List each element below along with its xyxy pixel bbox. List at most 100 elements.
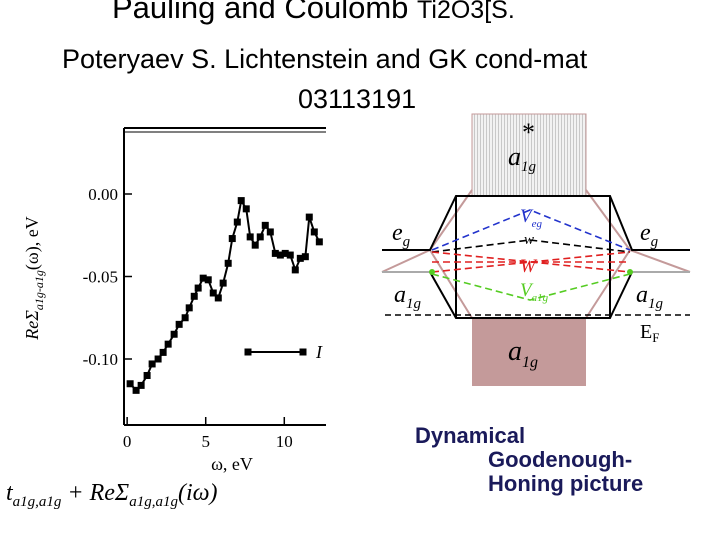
f-plus: + ReΣ <box>61 480 129 506</box>
y-label-sub: a1g-a1g <box>32 270 46 310</box>
marker <box>276 251 284 259</box>
sub: F <box>652 330 659 345</box>
caption-line: Dynamical <box>415 423 525 448</box>
base: e <box>640 220 651 246</box>
interactions <box>385 209 690 316</box>
node <box>429 269 435 275</box>
marker <box>256 233 264 241</box>
marker <box>237 197 245 205</box>
sub: a1g <box>532 292 549 304</box>
marker <box>296 254 304 262</box>
w-label: w <box>524 232 534 248</box>
chart: I <box>123 127 326 426</box>
a1g-left: a1g <box>394 282 422 312</box>
marker <box>204 276 212 284</box>
marker <box>291 266 299 274</box>
marker <box>159 348 167 356</box>
sup: * <box>522 118 535 147</box>
marker <box>185 304 193 312</box>
x-axis-label: ω, eV <box>211 454 253 474</box>
sub: 1g <box>521 159 537 175</box>
legend-marker <box>299 348 307 356</box>
y-tick-label: -0.05 <box>83 268 118 287</box>
base: V <box>520 280 534 301</box>
marker <box>143 372 151 379</box>
W-label: W <box>520 256 538 277</box>
reference: 03113191 <box>298 84 416 114</box>
marker <box>209 289 217 297</box>
base: a <box>636 282 648 308</box>
marker <box>228 235 236 243</box>
marker <box>137 381 145 389</box>
caption-line: Honing picture <box>488 471 643 496</box>
marker <box>305 213 313 221</box>
marker <box>175 320 183 328</box>
marker <box>310 228 318 236</box>
x-tick-label: 0 <box>123 432 132 451</box>
marker <box>194 284 202 292</box>
eg-left: eg <box>392 220 411 250</box>
base: a <box>508 336 522 367</box>
v-a1g: Va1g <box>520 280 549 304</box>
y-axis-label: ReΣa1g-a1g(ω), eV <box>22 216 46 341</box>
marker <box>190 292 198 300</box>
y-label-unit: (ω), eV <box>22 216 43 270</box>
marker <box>214 294 222 302</box>
marker <box>266 228 274 236</box>
node <box>627 269 633 275</box>
marker <box>132 386 140 394</box>
marker <box>148 360 156 368</box>
marker <box>181 314 189 322</box>
sub: 1g <box>522 354 538 371</box>
sub: 1g <box>648 296 664 312</box>
marker <box>224 259 232 267</box>
formula: ta1g,a1g + ReΣa1g,a1g(iω) <box>6 480 218 510</box>
axis-labels: ReΣa1g-a1g(ω), eV ω, eV 0.00 -0.05 -0.10 0 5… <box>22 185 293 474</box>
y-label-main: ReΣ <box>22 310 42 341</box>
legend-label: I <box>315 342 323 362</box>
marker <box>164 340 172 348</box>
marker <box>315 238 323 246</box>
title: Pauling and Coulomb Ti2O3[S. <box>112 0 515 25</box>
base: E <box>640 321 652 343</box>
marker <box>301 253 309 261</box>
marker <box>233 218 241 226</box>
base: a <box>394 282 406 308</box>
f-arg: (iω) <box>178 480 218 506</box>
sub: eg <box>532 218 543 230</box>
marker <box>126 380 134 388</box>
marker <box>271 249 279 257</box>
diagram: a1g* eg eg Veg w W Va1g a1g a1g EF a1g <box>380 110 700 400</box>
v-eg: Veg <box>520 206 542 230</box>
a1g-star-label: a1g * <box>508 118 537 175</box>
marker <box>261 221 269 229</box>
sub: 1g <box>406 296 422 312</box>
f-sub: a1g,a1g <box>129 494 178 510</box>
marker <box>251 241 259 249</box>
legend-marker <box>244 348 252 356</box>
a1g-bottom: a1g <box>508 336 538 371</box>
ef-label: EF <box>640 321 659 345</box>
f-t: t <box>6 480 14 506</box>
base: V <box>520 206 534 227</box>
marker <box>246 233 254 241</box>
sub: g <box>403 234 411 250</box>
title-main: Pauling and Coulomb <box>112 0 417 25</box>
eg-right: eg <box>640 220 659 250</box>
marker <box>170 330 178 338</box>
marker <box>281 249 289 257</box>
y-tick-label: -0.10 <box>83 350 118 369</box>
authors: Poteryaev S. Lichtenstein and GK cond-ma… <box>62 44 588 74</box>
marker <box>199 274 207 282</box>
marker <box>219 279 227 287</box>
base: a <box>508 142 521 171</box>
a1g-star-box <box>471 113 587 197</box>
a1g-right: a1g <box>636 282 664 312</box>
a1g-box <box>472 318 586 386</box>
marker <box>242 205 250 213</box>
marker <box>154 355 162 363</box>
x-tick-label: 5 <box>201 432 210 451</box>
marker <box>286 251 294 259</box>
f-sub: a1g,a1g <box>13 494 62 510</box>
